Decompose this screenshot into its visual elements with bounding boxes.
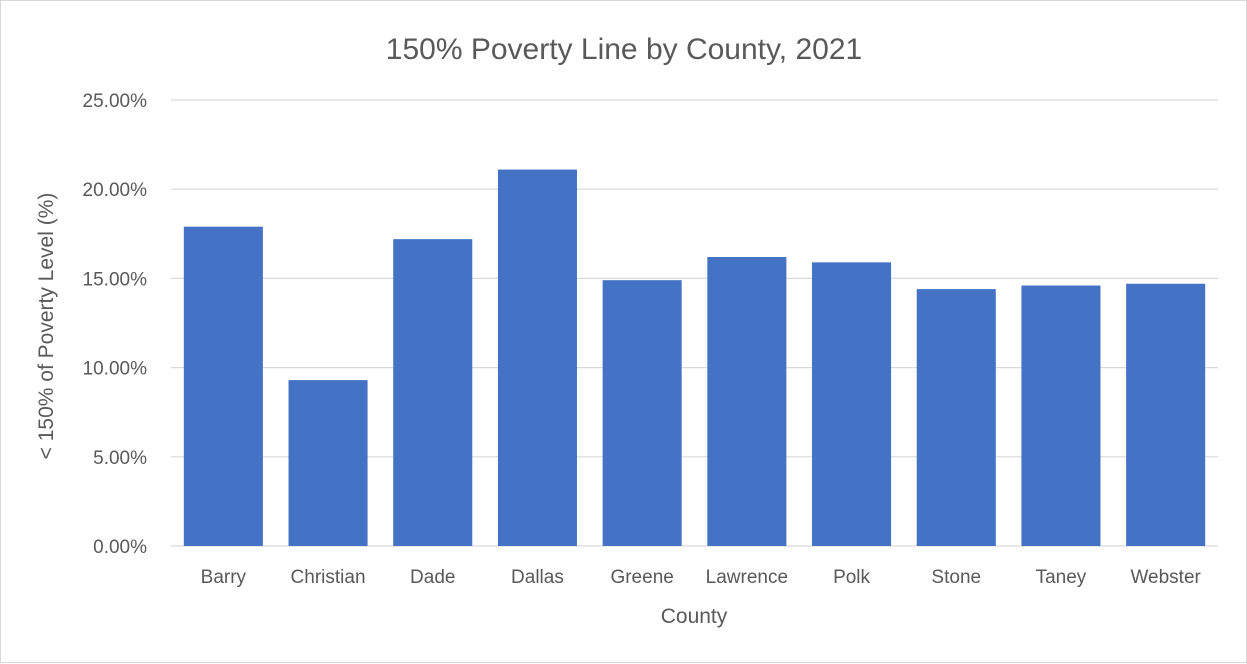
y-tick-label: 5.00% — [93, 448, 147, 469]
x-tick-label: Greene — [610, 567, 673, 588]
y-tick-label: 0.00% — [93, 537, 147, 558]
y-tick-label: 10.00% — [83, 359, 148, 380]
bar — [183, 226, 263, 546]
bar — [393, 239, 473, 547]
y-tick-labels: 0.00% 5.00% 10.00% 15.00% 20.00% 25.00% — [83, 91, 148, 558]
y-axis-label: < 150% of Poverty Level (%) — [35, 193, 58, 460]
bar — [916, 289, 996, 546]
chart-title: 150% Poverty Line by County, 2021 — [386, 33, 862, 66]
y-tick-label: 15.00% — [83, 269, 148, 290]
bar — [1126, 283, 1206, 546]
x-tick-label: Webster — [1130, 567, 1201, 588]
bar — [602, 280, 682, 546]
bar — [1021, 285, 1101, 546]
x-tick-label: Lawrence — [706, 567, 788, 588]
y-tick-label: 25.00% — [83, 91, 148, 112]
x-tick-label: Christian — [291, 567, 366, 588]
x-tick-label: Stone — [931, 567, 981, 588]
bar — [288, 380, 368, 546]
y-tick-label: 20.00% — [83, 180, 148, 201]
x-tick-label: Polk — [833, 567, 870, 588]
bar — [812, 262, 892, 546]
x-tick-labels: Barry Christian Dade Dallas Greene Lawrence Po… — [201, 567, 1202, 588]
bars — [183, 169, 1206, 547]
x-axis-label: County — [661, 605, 728, 628]
x-tick-label: Barry — [201, 567, 247, 588]
bar — [707, 256, 787, 546]
x-tick-label: Dallas — [511, 567, 564, 588]
x-tick-label: Taney — [1036, 567, 1087, 588]
x-tick-label: Dade — [410, 567, 455, 588]
bar — [497, 169, 577, 547]
